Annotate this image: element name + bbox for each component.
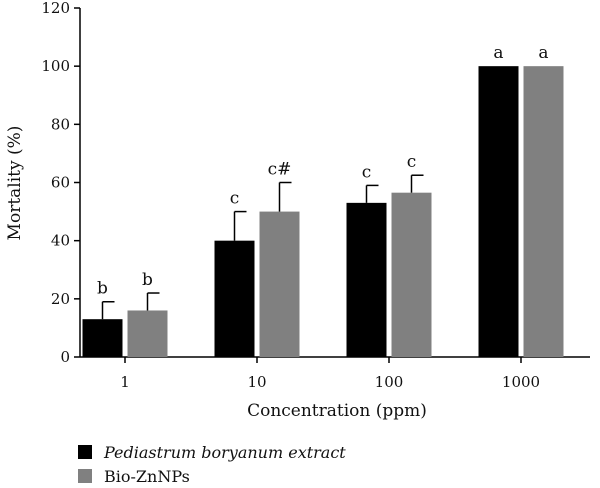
legend-label-series-2: Bio-ZnNPs (104, 466, 190, 486)
sig-label-s2-c3: c (407, 152, 417, 172)
sig-label-s2-c2: c# (268, 160, 292, 180)
bar-s1-c2 (214, 240, 255, 357)
significance-labels: b c c a b c# c a (97, 43, 549, 299)
sig-label-s2-c4: a (538, 43, 548, 63)
legend-swatch-series-1 (78, 445, 92, 459)
bar-s1-c3 (346, 202, 387, 357)
bar-s2-c3 (391, 192, 432, 357)
sig-label-s1-c2: c (230, 189, 240, 209)
x-tick-label-3: 1000 (502, 373, 540, 391)
x-tick-label-1: 10 (247, 373, 266, 391)
sig-label-s1-c3: c (362, 162, 372, 182)
sig-label-s2-c1: b (142, 270, 153, 290)
sig-label-s1-c4: a (493, 43, 503, 63)
legend-item-series-2: Bio-ZnNPs (78, 464, 346, 488)
y-tick-label-4: 80 (51, 115, 70, 133)
y-axis-label: Mortality (%) (5, 126, 25, 241)
bar-s2-c2 (259, 211, 300, 357)
y-axis: 0 20 40 60 80 100 120 (41, 0, 81, 366)
legend-label-series-1: Pediastrum boryanum extract (104, 442, 346, 462)
x-tick-label-2: 100 (375, 373, 404, 391)
y-tick-label-3: 60 (51, 174, 70, 192)
y-tick-label-1: 20 (51, 290, 70, 308)
y-tick-label-6: 120 (41, 0, 70, 17)
x-axis-label: Concentration (ppm) (247, 401, 427, 421)
y-tick-label-0: 0 (60, 348, 70, 366)
y-tick-label-5: 100 (41, 57, 70, 75)
x-axis: 1 10 100 1000 (80, 356, 590, 391)
error-bars (101, 174, 424, 320)
bar-s2-c4 (523, 66, 564, 358)
y-tick-label-2: 40 (51, 232, 70, 250)
bar-s1-c1 (82, 319, 123, 357)
bars (82, 66, 564, 358)
x-tick-label-0: 1 (120, 373, 130, 391)
bar-s1-c4 (478, 66, 519, 358)
bar-s2-c1 (127, 310, 168, 357)
sig-label-s1-c1: b (97, 279, 108, 299)
legend-swatch-series-2 (78, 469, 92, 483)
legend: Pediastrum boryanum extract Bio-ZnNPs (78, 440, 346, 488)
legend-item-series-1: Pediastrum boryanum extract (78, 440, 346, 464)
